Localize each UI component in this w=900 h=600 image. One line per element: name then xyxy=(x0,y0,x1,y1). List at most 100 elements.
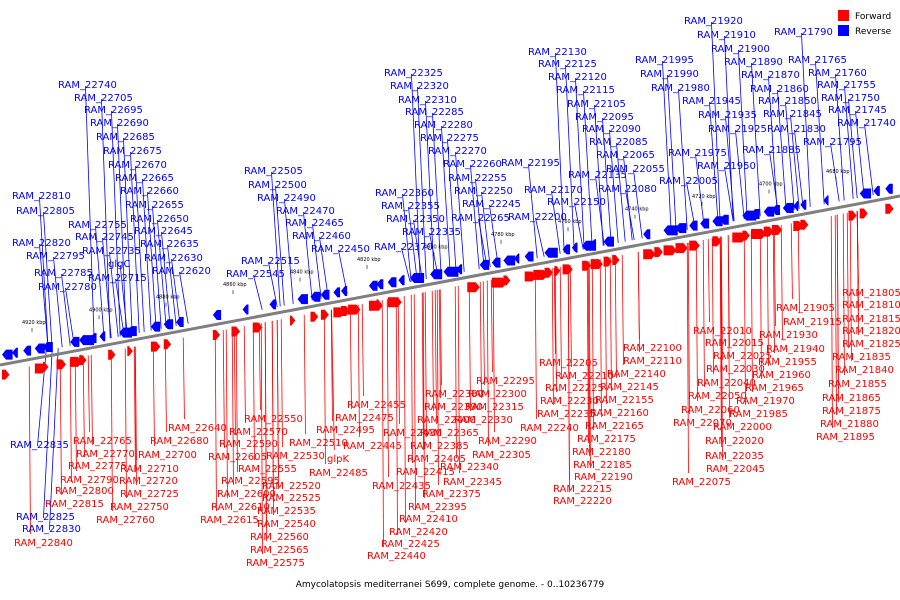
forward-gene-label[interactable]: RAM_22600 xyxy=(217,489,276,500)
reverse-gene-label[interactable]: RAM_21740 xyxy=(837,118,896,129)
forward-gene-label[interactable]: RAM_22415 xyxy=(396,467,455,478)
reverse-gene-arrow[interactable] xyxy=(885,183,893,194)
reverse-gene-arrow[interactable] xyxy=(663,225,678,236)
reverse-gene-label[interactable]: RAM_22465 xyxy=(285,218,344,229)
forward-gene-label[interactable]: RAM_21955 xyxy=(758,357,817,368)
forward-gene-arrow[interactable] xyxy=(368,300,383,311)
reverse-gene-label[interactable]: RAM_22675 xyxy=(103,146,162,157)
forward-gene-arrow[interactable] xyxy=(848,210,857,221)
forward-gene-arrow[interactable] xyxy=(127,346,133,357)
reverse-gene-label[interactable]: RAM_22005 xyxy=(659,176,718,187)
forward-gene-label[interactable]: RAM_22180 xyxy=(572,447,631,458)
reverse-gene-arrow[interactable] xyxy=(859,188,872,199)
forward-gene-arrow[interactable] xyxy=(643,249,656,260)
forward-gene-label[interactable]: RAM_22725 xyxy=(120,489,179,500)
reverse-gene-label[interactable]: RAM_22740 xyxy=(58,80,117,91)
forward-gene-arrow[interactable] xyxy=(467,282,480,293)
forward-gene-label[interactable]: RAM_21880 xyxy=(820,419,879,430)
forward-gene-label[interactable]: RAM_22750 xyxy=(110,502,169,513)
forward-gene-arrow[interactable] xyxy=(387,297,402,308)
reverse-gene-label[interactable]: RAM_21900 xyxy=(711,44,770,55)
reverse-gene-arrow[interactable] xyxy=(320,289,330,300)
reverse-gene-label[interactable]: RAM_21925 xyxy=(708,124,767,135)
reverse-gene-arrow[interactable] xyxy=(175,316,184,327)
forward-gene-label[interactable]: RAM_22555 xyxy=(238,464,297,475)
reverse-gene-arrow[interactable] xyxy=(763,206,775,217)
reverse-gene-arrow[interactable] xyxy=(333,287,341,298)
forward-gene-arrow[interactable] xyxy=(582,260,592,271)
forward-gene-arrow[interactable] xyxy=(544,267,553,278)
reverse-gene-label[interactable]: RAM_21995 xyxy=(635,55,694,66)
reverse-gene-label[interactable]: RAM_22670 xyxy=(108,160,167,171)
forward-gene-arrow[interactable] xyxy=(663,245,677,256)
forward-gene-label[interactable]: RAM_22330 xyxy=(454,415,513,426)
forward-gene-arrow[interactable] xyxy=(320,309,329,320)
reverse-gene-arrow[interactable] xyxy=(675,223,687,234)
reverse-gene-label[interactable]: RAM_21910 xyxy=(697,30,756,41)
reverse-gene-label[interactable]: RAM_22735 xyxy=(82,246,141,257)
reverse-gene-label[interactable]: RAM_22255 xyxy=(448,173,507,184)
reverse-gene-arrow[interactable] xyxy=(2,349,13,360)
reverse-gene-label[interactable]: RAM_21755 xyxy=(817,80,876,91)
reverse-gene-label[interactable]: RAM_22265 xyxy=(451,213,510,224)
forward-gene-label[interactable]: RAM_22840 xyxy=(14,538,73,549)
reverse-gene-arrow[interactable] xyxy=(127,326,137,337)
forward-gene-label[interactable]: RAM_22010 xyxy=(693,326,752,337)
forward-gene-label[interactable]: RAM_22525 xyxy=(262,493,321,504)
reverse-gene-label[interactable]: RAM_22250 xyxy=(454,186,513,197)
forward-gene-label[interactable]: RAM_21855 xyxy=(828,379,887,390)
forward-gene-label[interactable]: RAM_21960 xyxy=(752,370,811,381)
forward-gene-label[interactable]: RAM_21805 xyxy=(842,288,900,299)
forward-gene-arrow[interactable] xyxy=(763,226,774,237)
forward-gene-label[interactable]: RAM_22540 xyxy=(257,519,316,530)
reverse-gene-label[interactable]: RAM_22095 xyxy=(575,112,634,123)
forward-gene-label[interactable]: RAM_21835 xyxy=(832,352,891,363)
forward-gene-label[interactable]: RAM_22155 xyxy=(595,395,654,406)
reverse-gene-label[interactable]: RAM_22245 xyxy=(462,199,521,210)
forward-gene-arrow[interactable] xyxy=(562,264,573,275)
reverse-gene-label[interactable]: RAM_22490 xyxy=(257,193,316,204)
reverse-gene-arrow[interactable] xyxy=(212,310,222,321)
forward-gene-label[interactable]: RAM_22400 xyxy=(417,415,476,426)
reverse-gene-label[interactable]: RAM_22150 xyxy=(547,197,606,208)
reverse-gene-label[interactable]: RAM_22630 xyxy=(144,253,203,264)
forward-gene-label[interactable]: RAM_22615 xyxy=(200,515,259,526)
forward-gene-label[interactable]: RAM_22770 xyxy=(76,449,135,460)
forward-gene-label[interactable]: RAM_22175 xyxy=(577,434,636,445)
reverse-gene-label[interactable]: RAM_22200 xyxy=(508,212,567,223)
forward-gene-label[interactable]: RAM_22215 xyxy=(553,484,612,495)
forward-gene-arrow[interactable] xyxy=(108,349,116,360)
forward-gene-label[interactable]: RAM_21815 xyxy=(842,314,900,325)
forward-gene-label[interactable]: RAM_22775 xyxy=(68,461,127,472)
forward-gene-arrow[interactable] xyxy=(590,259,603,270)
forward-gene-label[interactable]: RAM_22035 xyxy=(705,451,764,462)
reverse-gene-arrow[interactable] xyxy=(491,257,501,268)
reverse-gene-arrow[interactable] xyxy=(571,242,578,253)
reverse-gene-label[interactable]: RAM_22745 xyxy=(75,232,134,243)
forward-gene-label[interactable]: RAM_22485 xyxy=(309,468,368,479)
reverse-gene-label[interactable]: RAM_22115 xyxy=(556,85,615,96)
reverse-gene-label[interactable]: RAM_22270 xyxy=(428,146,487,157)
reverse-gene-label[interactable]: RAM_22125 xyxy=(538,59,597,70)
reverse-gene-label[interactable]: RAM_22470 xyxy=(276,206,335,217)
forward-gene-arrow[interactable] xyxy=(56,359,66,370)
reverse-gene-arrow[interactable] xyxy=(823,195,829,206)
reverse-gene-arrow[interactable] xyxy=(89,333,97,344)
reverse-gene-arrow[interactable] xyxy=(503,255,516,266)
reverse-gene-label[interactable]: RAM_22620 xyxy=(152,266,211,277)
reverse-gene-label[interactable]: RAM_22515 xyxy=(241,256,300,267)
reverse-gene-label[interactable]: RAM_22360 xyxy=(375,188,434,199)
forward-gene-label[interactable]: RAM_22550 xyxy=(244,414,303,425)
reverse-gene-label[interactable]: RAM_22505 xyxy=(244,166,303,177)
forward-gene-label[interactable]: RAM_22020 xyxy=(705,436,764,447)
forward-gene-arrow[interactable] xyxy=(163,339,172,350)
forward-gene-label[interactable]: RAM_22235 xyxy=(537,409,596,420)
reverse-gene-label[interactable]: RAM_22655 xyxy=(125,200,184,211)
reverse-gene-label[interactable]: RAM_21990 xyxy=(640,69,699,80)
reverse-gene-label[interactable]: RAM_21795 xyxy=(803,137,862,148)
reverse-gene-arrow[interactable] xyxy=(410,273,425,284)
forward-gene-label[interactable]: RAM_21965 xyxy=(745,383,804,394)
forward-gene-label[interactable]: RAM_22710 xyxy=(120,464,179,475)
reverse-gene-arrow[interactable] xyxy=(376,279,384,290)
forward-gene-label[interactable]: RAM_22015 xyxy=(705,338,764,349)
